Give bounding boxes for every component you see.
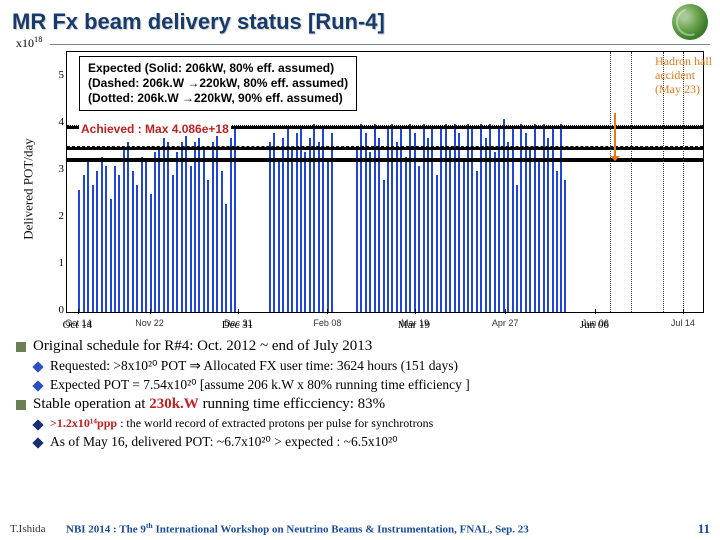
plot-axes: Oct 14Nov 22Dec 31Feb 08Mar 19Apr 27Jun … [66, 51, 704, 313]
stable-text: Stable operation at 230k.W running time … [33, 396, 385, 413]
bullet-square-icon [16, 400, 26, 410]
logo-icon [672, 4, 708, 40]
bullet-diamond-icon [32, 380, 43, 391]
conference-info: NBI 2014 : The 9th International Worksho… [66, 521, 529, 536]
hadron-annotation: Hadron hallaccident(May 23) [655, 55, 712, 96]
record-text: >1.2x10¹⁴ppp : the world record of extra… [50, 416, 433, 431]
bullet-diamond-icon [32, 419, 43, 430]
bullet-square-icon [16, 342, 26, 352]
asof-text: As of May 16, delivered POT: ~6.7x10²⁰ >… [50, 434, 398, 450]
footer: T.Ishida NBI 2014 : The 9th Internationa… [0, 521, 720, 536]
achieved-label: Achieved : Max 4.086e+18 [79, 122, 231, 136]
bullet-diamond-icon [32, 437, 43, 448]
expected-text: Expected POT = 7.54x10²⁰ [assume 206 k.W… [50, 377, 470, 393]
page-number: 11 [698, 521, 710, 537]
schedule-text: Original schedule for R#4: Oct. 2012 ~ e… [33, 338, 372, 355]
author-name: T.Ishida [10, 523, 66, 535]
arrow-icon [614, 113, 616, 159]
bullet-diamond-icon [32, 361, 43, 372]
y-axis-label: Delivered POT/day [21, 138, 37, 239]
divider [50, 44, 710, 45]
requested-text: Requested: >8x10²⁰ POT ⇒ Allocated FX us… [50, 358, 458, 374]
chart-legend: Expected (Solid: 206kW, 80% eff. assumed… [79, 56, 357, 111]
page-title: MR Fx beam delivery status [Run-4] [12, 9, 672, 35]
delivered-pot-chart: x1018 Delivered POT/day Oct 14Nov 22Dec … [14, 47, 710, 331]
